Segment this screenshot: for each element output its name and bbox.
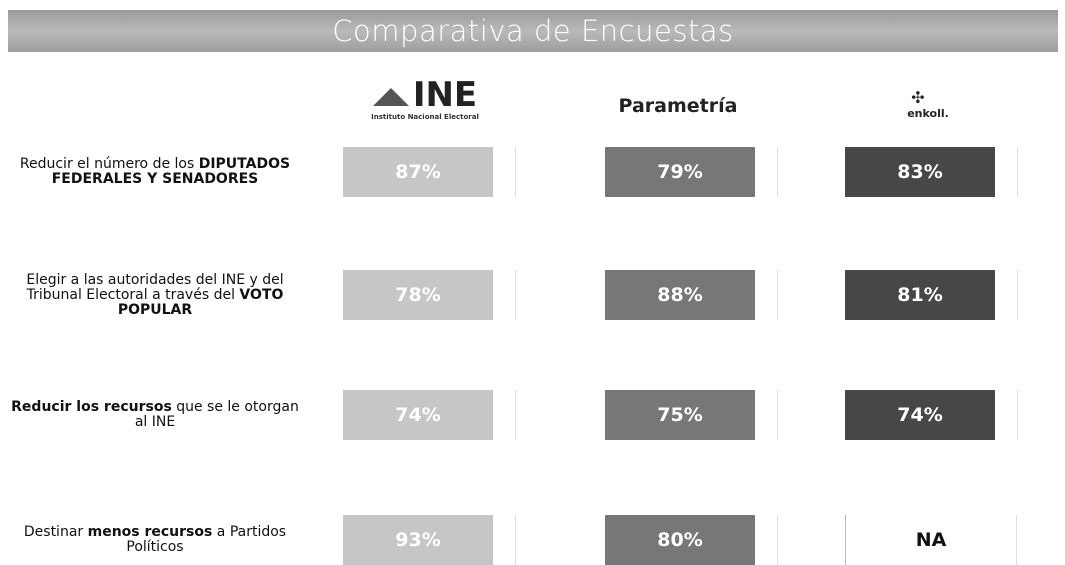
cell-extension xyxy=(755,515,778,565)
ine-subtitle: Instituto Nacional Electoral xyxy=(371,113,479,121)
question-text: VOTO POPULAR xyxy=(117,286,284,318)
cell-extension xyxy=(493,147,516,197)
parametria-header: Parametría xyxy=(618,95,738,117)
enkoll-header: ✣ enkoll. xyxy=(828,78,1028,120)
cell-extension xyxy=(755,270,778,320)
cell-extension xyxy=(493,515,516,565)
question: Reducir los recursos que se le otorgan a… xyxy=(10,400,300,430)
enkoll-icon: ✣ xyxy=(911,88,925,107)
enkoll-name: enkoll. xyxy=(907,107,949,120)
question-text: Reducir los recursos xyxy=(11,399,172,415)
title-bar: Comparativa de Encuestas xyxy=(8,10,1058,52)
cell-extension xyxy=(995,270,1018,320)
question-text: menos recursos xyxy=(87,524,213,540)
ine-name: INE xyxy=(412,75,478,115)
question: Reducir el número de los DIPUTADOS FEDER… xyxy=(10,157,300,187)
cell-extension xyxy=(493,390,516,440)
cell: 87% xyxy=(343,147,493,197)
cell-extension xyxy=(755,390,778,440)
cell: 75% xyxy=(605,390,755,440)
cell: 78% xyxy=(343,270,493,320)
question-text: Reducir el número de los xyxy=(19,156,199,172)
logo-icon xyxy=(372,87,409,106)
ine-header: INE Instituto Nacional Electoral xyxy=(325,78,525,121)
cell: 80% xyxy=(605,515,755,565)
cell: 93% xyxy=(343,515,493,565)
question: Elegir a las autoridades del INE y del T… xyxy=(10,271,300,318)
cell: 74% xyxy=(343,390,493,440)
ine-logo: INE xyxy=(325,78,525,112)
cell: 81% xyxy=(845,270,995,320)
question: Destinar menos recursos a Partidos Polít… xyxy=(10,525,300,555)
cell-extension xyxy=(995,147,1018,197)
question-text: Elegir a las autoridades del INE y del T… xyxy=(26,271,284,303)
cell-extension xyxy=(755,147,778,197)
cell-extension xyxy=(995,390,1018,440)
cell: 88% xyxy=(605,270,755,320)
question-text: a Partidos Políticos xyxy=(126,524,287,555)
cell: 79% xyxy=(605,147,755,197)
cell: NA xyxy=(845,515,1017,565)
cell-extension xyxy=(493,270,516,320)
question-text: que se le otorgan al INE xyxy=(134,399,299,430)
question-text: DIPUTADOS FEDERALES Y SENADORES xyxy=(51,156,291,187)
cell: 74% xyxy=(845,390,995,440)
cell: 83% xyxy=(845,147,995,197)
question-text: Destinar xyxy=(23,524,88,540)
